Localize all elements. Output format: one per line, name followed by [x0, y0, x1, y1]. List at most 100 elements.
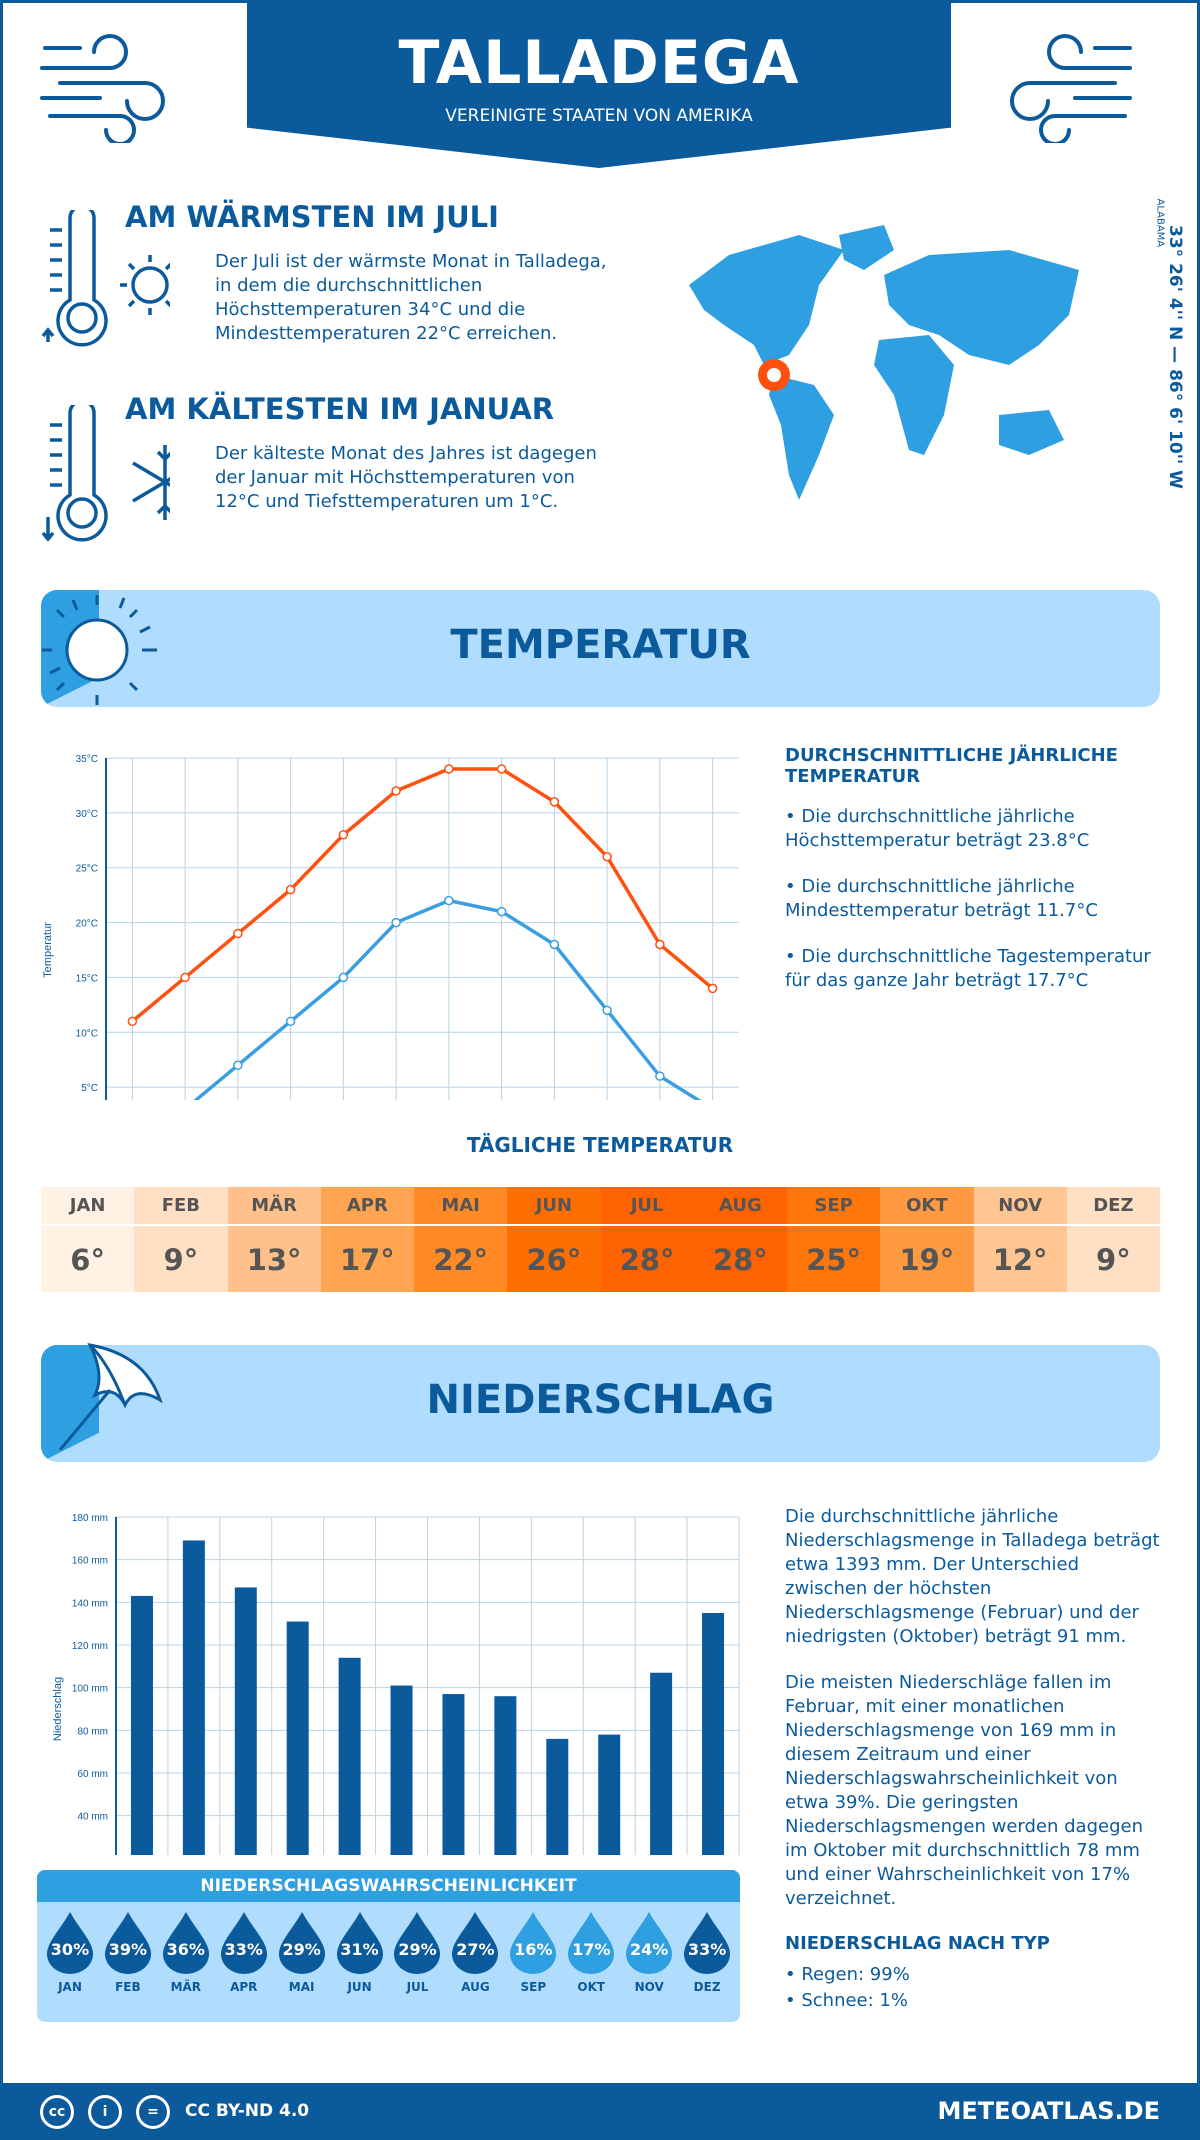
daily-value: 25° — [787, 1224, 881, 1292]
precip-section-header: NIEDERSCHLAG — [41, 1345, 1160, 1462]
annual-temp-heading: DURCHSCHNITTLICHE JÄHRLICHE TEMPERATUR — [785, 745, 1118, 787]
data-point — [391, 786, 401, 796]
probability-value: 33% — [687, 1940, 727, 1959]
probability-month: APR — [230, 1980, 258, 1994]
daily-value: 17° — [320, 1224, 414, 1292]
data-point — [391, 917, 401, 928]
raindrop-icon — [336, 1912, 383, 1974]
temperature-chart: 0°C5°C10°C15°C20°C25°C30°C35°CJanFebMärA… — [42, 754, 739, 1100]
daily-value: 12° — [973, 1224, 1067, 1292]
warmest-title: AM WÄRMSTEN IM JULI — [125, 200, 499, 234]
probability-month: DEZ — [693, 1980, 721, 1994]
data-point — [338, 972, 349, 983]
bar — [286, 1621, 309, 1855]
y-tick-label: 180 mm — [72, 1513, 108, 1524]
annual-mean-text: • Die durchschnittliche Tagestemperatur … — [785, 946, 1151, 991]
probability-value: 31% — [340, 1940, 379, 1959]
daily-month: DEZ — [1093, 1195, 1134, 1216]
data-point — [338, 830, 349, 840]
probability-value: 33% — [224, 1940, 263, 1959]
probability-drop: 17% OKT — [562, 1912, 620, 1994]
probability-month: OKT — [577, 1980, 606, 1994]
region-text: ALABAMA — [1154, 198, 1166, 248]
probability-drop: 29% MAI — [273, 1912, 331, 1994]
daily-month: OKT — [906, 1195, 948, 1216]
probability-month: AUG — [461, 1980, 490, 1994]
y-tick-label: 15°C — [76, 973, 98, 984]
daily-month: MÄR — [251, 1195, 297, 1216]
probability-drop: 16% SEP — [504, 1912, 562, 1994]
probability-value: 16% — [514, 1940, 553, 1959]
y-tick-label: 35°C — [76, 754, 98, 765]
thermometer-cold-icon — [41, 405, 170, 542]
warmest-text: Der Juli ist der wärmste Monat in Tallad… — [215, 251, 607, 344]
probability-value: 27% — [456, 1940, 495, 1959]
site-link[interactable]: METEOATLAS.DE — [937, 2097, 1160, 2125]
daily-temp-cell: JUL 28° — [600, 1187, 694, 1292]
daily-month: MAI — [441, 1195, 480, 1216]
temperature-title: TEMPERATUR — [450, 622, 751, 668]
daily-temp-table: JAN 6° FEB 9° MÄR 13° APR 17° MAI 22° JUN 26° JUL 28°… — [41, 1187, 1160, 1292]
data-point — [180, 972, 190, 983]
world-map — [689, 225, 1079, 500]
probability-value: 30% — [50, 1940, 90, 1959]
y-tick-label: 20°C — [76, 919, 98, 930]
precip-probability-title: NIEDERSCHLAGSWAHRSCHEINLICHKEIT — [37, 1870, 740, 1902]
precip-text-1: Die durchschnittliche jährliche Niedersc… — [785, 1506, 1160, 1647]
precip-type-rain: • Regen: 99% — [785, 1964, 910, 1985]
daily-value: 9° — [134, 1224, 228, 1292]
y-tick-label: 120 mm — [72, 1641, 108, 1652]
coordinates-text: 33° 26' 4'' N — 86° 6' 10'' W — [1165, 225, 1185, 489]
data-point — [602, 851, 612, 862]
probability-value: 17% — [572, 1940, 611, 1959]
daily-value: 28° — [600, 1224, 694, 1292]
raindrop-icon — [510, 1912, 557, 1974]
data-point — [127, 1016, 138, 1027]
y-tick-label: 160 mm — [72, 1556, 108, 1567]
daily-temp-cell: DEZ 9° — [1066, 1187, 1160, 1292]
y-tick-label: 20 mm — [77, 1854, 108, 1855]
precip-title: NIEDERSCHLAG — [426, 1377, 775, 1423]
temperature-summary: DURCHSCHNITTLICHE JÄHRLICHE TEMPERATUR •… — [785, 745, 1160, 1015]
precip-type-heading: NIEDERSCHLAG NACH TYP — [785, 1933, 1050, 1954]
data-point — [496, 764, 507, 774]
daily-value: 26° — [507, 1224, 601, 1292]
annual-max-text: • Die durchschnittliche jährliche Höchst… — [785, 806, 1090, 851]
probability-month: JUN — [347, 1980, 372, 1994]
daily-month: SEP — [814, 1195, 853, 1216]
precip-type-snow: • Schnee: 1% — [785, 1990, 908, 2011]
data-point — [549, 797, 560, 807]
series-line — [193, 898, 702, 1100]
probability-value: 24% — [630, 1940, 669, 1959]
wind-icon-right — [1010, 34, 1132, 143]
raindrop-icon — [568, 1912, 615, 1974]
data-point — [602, 1005, 612, 1016]
thermometer-warm-icon — [41, 210, 170, 347]
no-derivatives-icon: = — [136, 2095, 170, 2129]
attribution-icon: i — [88, 2095, 122, 2129]
probability-drop: 24% NOV — [620, 1912, 678, 1994]
daily-temp-cell: JAN 6° — [41, 1187, 135, 1292]
y-tick-label: 10°C — [76, 1028, 98, 1039]
daily-temp-cell: OKT 19° — [880, 1187, 974, 1292]
probability-month: MAI — [288, 1980, 315, 1994]
data-point — [285, 1016, 296, 1027]
daily-month: NOV — [998, 1195, 1043, 1216]
y-tick-label: 60 mm — [77, 1769, 108, 1780]
probability-month: SEP — [520, 1980, 547, 1994]
coordinates-block: 33° 26' 4'' N — 86° 6' 10'' W ALABAMA — [1145, 199, 1186, 489]
daily-value: 6° — [41, 1224, 135, 1292]
daily-month: FEB — [161, 1195, 201, 1216]
precip-probability-panel: NIEDERSCHLAGSWAHRSCHEINLICHKEIT 30% JAN 39… — [37, 1870, 740, 2022]
probability-drop: 27% AUG — [446, 1912, 504, 1994]
daily-temp-cell: NOV 12° — [973, 1187, 1067, 1292]
probability-value: 29% — [398, 1940, 437, 1959]
probability-value: 39% — [108, 1940, 148, 1959]
bar — [390, 1685, 413, 1855]
footer: cc i = CC BY-ND 4.0 METEOATLAS.DE — [0, 2083, 1200, 2140]
daily-temp-cell: AUG 28° — [693, 1187, 787, 1292]
data-point — [655, 1071, 665, 1081]
daily-month: APR — [346, 1195, 388, 1216]
y-tick-label: 25°C — [76, 864, 98, 875]
daily-temp-cell: APR 17° — [320, 1187, 414, 1292]
